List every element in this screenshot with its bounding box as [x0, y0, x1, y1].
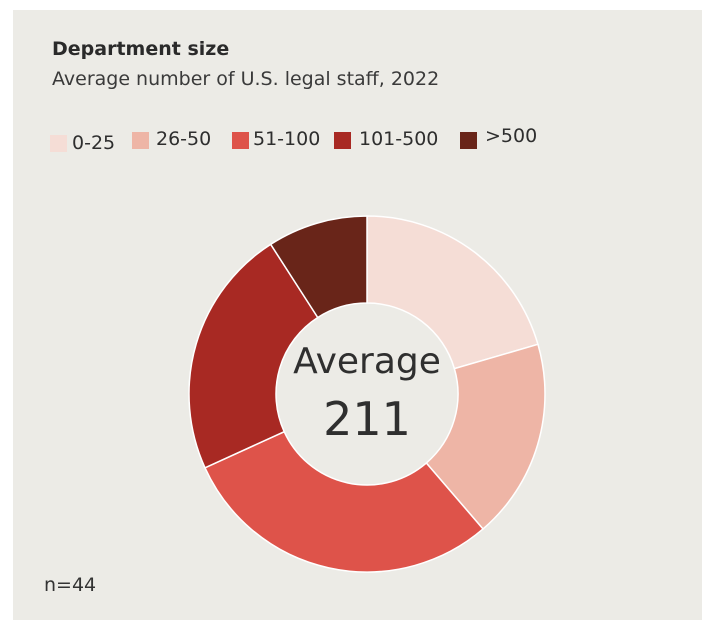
- donut-slice-over-500: [269, 215, 368, 319]
- legend-swatch: [232, 132, 249, 149]
- chart-subtitle: Average number of U.S. legal staff, 2022: [52, 68, 440, 90]
- sample-size-note: n=44: [44, 574, 97, 596]
- donut-slice-101-500: [188, 243, 319, 469]
- legend-label: 101-500: [359, 128, 439, 150]
- chart-title: Department size: [52, 38, 230, 60]
- center-label: Average: [293, 341, 441, 382]
- chart-card: Department size Average number of U.S. l…: [13, 10, 702, 620]
- center-value: 211: [323, 392, 411, 446]
- donut-chart: Average 211: [188, 215, 546, 573]
- legend-label: 0-25: [72, 132, 116, 154]
- legend-swatch: [50, 135, 67, 152]
- legend-swatch: [334, 132, 351, 149]
- legend-label: 26-50: [156, 128, 212, 150]
- legend-swatch: [132, 132, 149, 149]
- legend-label: 51-100: [253, 128, 321, 150]
- donut-slice-26-50: [425, 343, 546, 531]
- donut-slice-0-25: [366, 215, 539, 370]
- legend-swatch: [460, 132, 477, 149]
- donut-slices: [188, 215, 546, 573]
- donut-slice-51-100: [204, 430, 485, 573]
- legend-label: >500: [485, 125, 538, 147]
